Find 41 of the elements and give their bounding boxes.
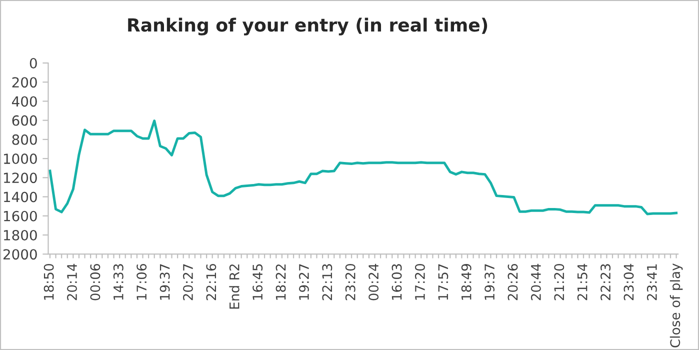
x-tick-label: 22:23 [600,264,611,300]
y-tick-label: 1200 [4,172,37,184]
y-tick-label: 200 [12,77,37,88]
y-tick-label: 1400 [4,192,37,202]
x-tick-label: 23:41 [646,264,657,300]
x-tick-label: 18:49 [461,264,472,300]
x-tick-label: 17:06 [136,264,147,300]
x-tick-label: 21:20 [554,264,564,300]
x-tick-label: 19:37 [484,264,495,300]
y-tick-label: 800 [12,134,37,145]
x-tick-label: 23:04 [624,264,634,300]
x-tick-label: End R2 [229,264,240,309]
x-tick-label: 18:50 [44,264,54,300]
x-tick-label: 19:27 [298,264,309,300]
y-tick-label: 1600 [4,210,37,222]
x-tick-label: 19:37 [160,264,170,300]
y-tick-label: 2000 [3,249,37,260]
y-tick-label: 0 [30,58,37,68]
x-tick-label: 21:54 [577,264,588,300]
y-tick-label: 400 [12,96,37,107]
x-tick-label: 00:06 [90,264,100,300]
x-tick-label: 23:20 [345,264,356,300]
y-tick-label: 1000 [4,154,37,164]
chart-title: Ranking of your entry (in real time) [128,18,488,36]
x-tick-label: 16:03 [392,264,402,300]
x-tick-label: Close of play [670,264,683,348]
x-tick-label: 20:27 [183,264,193,300]
x-tick-label: 20:26 [508,264,518,300]
x-tick-label: 16:45 [252,264,263,300]
x-tick-label: 22:13 [322,264,332,300]
x-tick-label: 20:44 [530,264,541,300]
x-tick-label: 22:16 [206,264,216,300]
x-tick-label: 00:24 [368,264,379,300]
y-tick-label: 600 [12,115,37,126]
x-tick-label: 17:57 [438,264,448,300]
y-tick-label: 1800 [4,230,37,240]
x-tick-label: 18:22 [276,264,286,300]
x-tick-label: 17:20 [414,264,425,300]
line-series [48,120,678,216]
x-tick-label: 14:33 [113,264,124,300]
x-tick-label: 20:14 [67,264,77,300]
